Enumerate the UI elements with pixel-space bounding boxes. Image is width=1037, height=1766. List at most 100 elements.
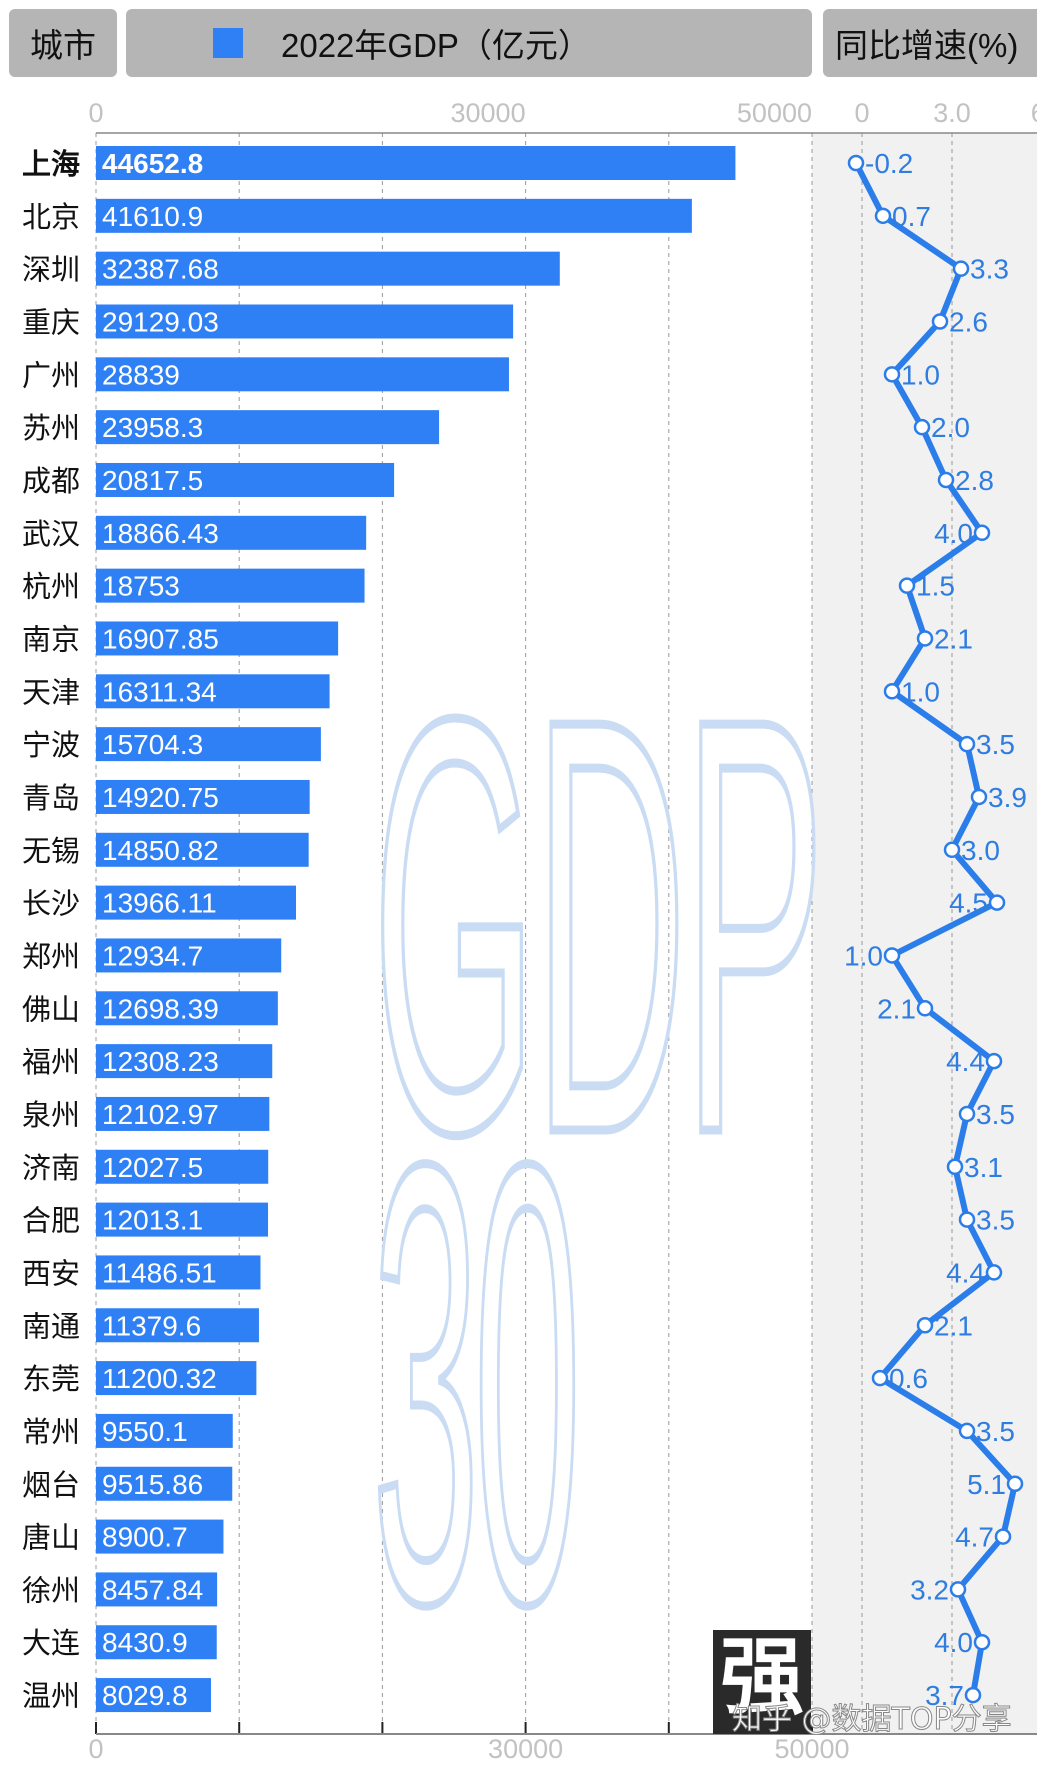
city-label: 上海 <box>22 148 80 181</box>
growth-point <box>883 366 901 383</box>
gdp-value-label: 13966.11 <box>102 888 217 919</box>
gdp-bar <box>96 727 321 762</box>
growth-point <box>973 524 991 542</box>
city-label: 南通 <box>22 1310 80 1343</box>
gdp-value-label: 18753 <box>102 571 180 602</box>
city-label: 西安 <box>22 1257 80 1290</box>
gdp-value-label: 16907.85 <box>102 623 219 654</box>
gdp-value-label: 8900.7 <box>102 1522 188 1553</box>
gdp-header-label: 2022年GDP（亿元） <box>281 27 591 64</box>
gdp-bar <box>96 832 309 867</box>
growth-point <box>985 1264 1003 1281</box>
growth-value-label: 3.5 <box>976 1416 1015 1447</box>
gdp-value-label: 41610.9 <box>102 201 203 232</box>
growth-value-label: 1.0 <box>901 676 940 707</box>
city-header-label: 城市 <box>30 27 96 64</box>
growth-header-label: 同比增速(%) <box>835 27 1019 64</box>
growth-value-label: 3.7 <box>925 1680 964 1711</box>
growth-value-label: 2.1 <box>934 623 973 654</box>
growth-point <box>952 260 970 277</box>
growth-value-label: 2.8 <box>955 465 994 496</box>
gdp-value-label: 8430.9 <box>102 1627 188 1658</box>
gdp-bar <box>96 198 692 233</box>
bottom-tick-label: 0 <box>88 1734 103 1764</box>
city-label: 苏州 <box>22 412 80 445</box>
gdp-value-label: 20817.5 <box>102 465 203 496</box>
gdp-legend-header: 2022年GDP（亿元） <box>126 9 812 77</box>
growth-point <box>874 207 892 225</box>
city-label: 成都 <box>22 465 80 498</box>
growth-value-label: 4.4 <box>946 1046 985 1077</box>
top-tick-label: 0 <box>88 98 103 128</box>
growth-value-label: 3.3 <box>970 254 1009 285</box>
growth-point <box>943 841 961 859</box>
gdp-bar <box>96 779 310 814</box>
growth-value-label: 0.6 <box>889 1363 928 1394</box>
watermark-gdp-text: GDP <box>372 596 821 1255</box>
top-tick-label: 50000 <box>737 98 812 128</box>
gdp-value-label: 12102.97 <box>102 1099 219 1130</box>
gdp-bar <box>96 1096 270 1131</box>
growth-value-label: 3.5 <box>976 1099 1015 1130</box>
city-label: 福州 <box>22 1046 80 1079</box>
city-label: 深圳 <box>22 255 80 287</box>
growth-point <box>946 1158 964 1176</box>
growth-value-label: 3.0 <box>961 835 1000 866</box>
city-label: 无锡 <box>22 835 80 868</box>
growth-point <box>871 1369 889 1387</box>
bottom-tick-label: 50000 <box>774 1734 849 1764</box>
city-label: 郑州 <box>22 940 80 973</box>
city-label: 武汉 <box>22 519 80 551</box>
city-label: 长沙 <box>22 888 80 921</box>
growth-tick-label: 0 <box>854 98 869 128</box>
growth-point <box>913 418 931 436</box>
gdp-value-label: 14850.82 <box>102 835 219 866</box>
gdp-bar <box>96 304 514 339</box>
growth-value-label: 0.7 <box>892 201 931 232</box>
growth-point <box>949 1581 967 1598</box>
growth-point <box>958 1105 976 1123</box>
growth-value-label: -0.2 <box>865 148 913 179</box>
gdp-bar <box>96 885 296 920</box>
growth-point <box>958 735 976 753</box>
growth-point <box>898 577 916 594</box>
gdp-value-label: 12027.5 <box>102 1152 203 1183</box>
growth-value-label: 2.0 <box>931 412 970 443</box>
growth-point <box>958 1211 976 1228</box>
gdp-bar <box>96 251 560 286</box>
city-label: 泉州 <box>22 1099 80 1132</box>
city-label: 重庆 <box>22 306 80 339</box>
city-label: 北京 <box>22 201 80 234</box>
top-tick-label: 30000 <box>451 98 526 128</box>
badge-strong-logo: 强 <box>720 1628 804 1726</box>
gdp-value-label: 28839 <box>102 359 180 390</box>
growth-point <box>970 788 988 806</box>
gdp-value-label: 11200.32 <box>102 1363 217 1394</box>
gdp-bar <box>96 1413 233 1448</box>
growth-value-label: 3.1 <box>964 1152 1003 1183</box>
gdp-value-label: 32387.68 <box>102 254 219 285</box>
city-column-header: 城市 <box>9 9 117 77</box>
watermark-gdp30: GDP 30 <box>369 594 827 1737</box>
growth-value-label: 2.6 <box>949 306 988 337</box>
city-label: 东莞 <box>22 1363 80 1396</box>
growth-point <box>883 683 901 700</box>
growth-point <box>916 1317 934 1334</box>
growth-value-label: 4.4 <box>946 1257 985 1288</box>
zhihu-credit-watermark: 知乎 @数据TOP分享 <box>732 1702 1012 1737</box>
city-label: 大连 <box>22 1627 80 1660</box>
gdp-value-label: 11486.51 <box>102 1257 217 1288</box>
growth-point <box>985 1052 1003 1070</box>
gdp-bar <box>96 146 736 180</box>
growth-point <box>847 154 865 172</box>
gdp-bar <box>96 1519 224 1554</box>
gdp-bar <box>96 1572 218 1607</box>
gdp-bar <box>96 568 365 603</box>
growth-point <box>958 1422 976 1440</box>
growth-value-label: 2.1 <box>934 1310 973 1341</box>
growth-point <box>973 1633 991 1651</box>
gdp-bar <box>96 357 509 392</box>
growth-point <box>916 1000 934 1017</box>
growth-value-label: 2.1 <box>877 993 916 1024</box>
